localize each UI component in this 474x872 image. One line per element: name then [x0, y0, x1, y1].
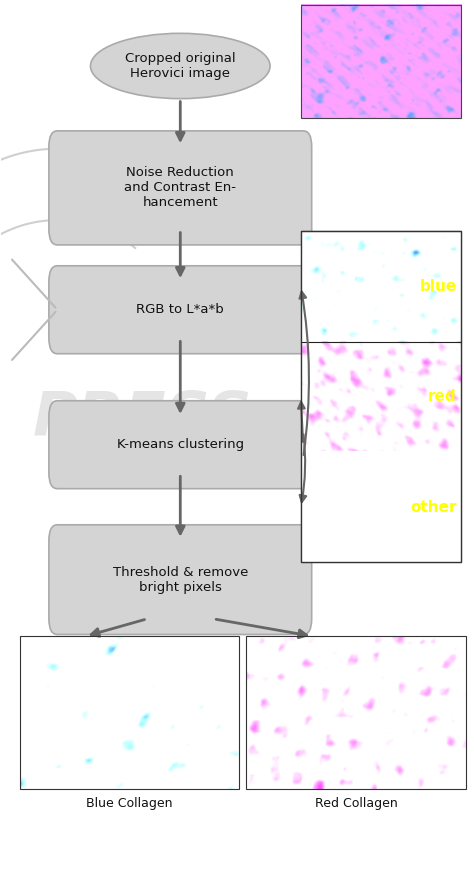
FancyBboxPatch shape [49, 131, 312, 245]
Text: blue: blue [419, 279, 457, 294]
Text: other: other [410, 500, 457, 514]
Text: Blue Collagen: Blue Collagen [86, 797, 173, 810]
Text: Noise Reduction
and Contrast En-
hancement: Noise Reduction and Contrast En- hanceme… [124, 167, 236, 209]
Text: RGB to L*a*b: RGB to L*a*b [137, 303, 224, 317]
Ellipse shape [91, 33, 270, 99]
Text: red: red [428, 389, 457, 405]
FancyBboxPatch shape [49, 266, 312, 354]
Text: NOLOGY PUBLICI: NOLOGY PUBLICI [48, 449, 218, 467]
Text: K-means clustering: K-means clustering [117, 439, 244, 451]
Text: Red Collagen: Red Collagen [315, 797, 398, 810]
FancyBboxPatch shape [49, 525, 312, 635]
FancyBboxPatch shape [301, 231, 462, 562]
Text: Threshold & remove
bright pixels: Threshold & remove bright pixels [113, 566, 248, 594]
FancyBboxPatch shape [49, 401, 312, 488]
Text: PRESS: PRESS [33, 389, 252, 448]
Text: Cropped original
Herovici image: Cropped original Herovici image [125, 52, 236, 80]
